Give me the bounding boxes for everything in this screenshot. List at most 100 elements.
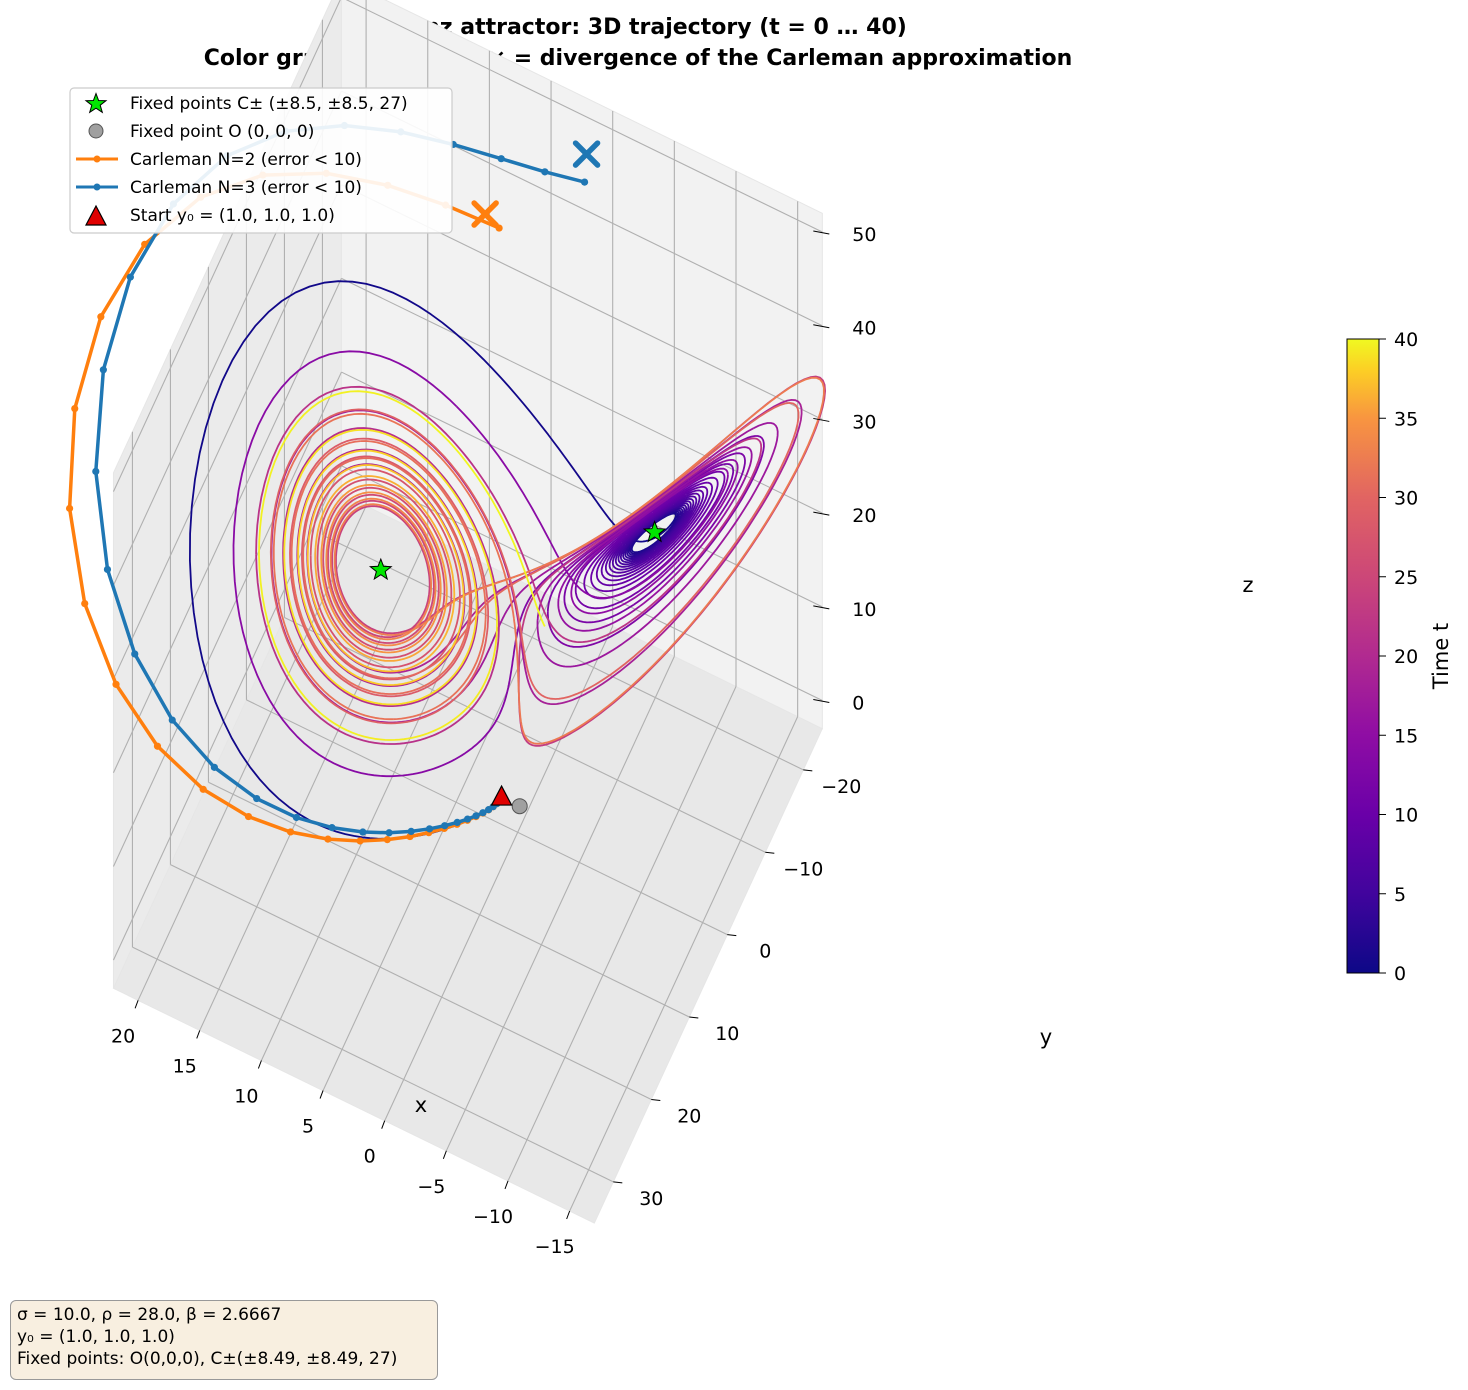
- grid-line: [137, 505, 367, 1001]
- colorbar-ticks: 0 5 10 15 20 25 30 35 40: [1379, 329, 1418, 985]
- z-tick-mark: [813, 511, 830, 516]
- trajectory-segment: [381, 632, 488, 725]
- trajectory-segment: [258, 390, 426, 736]
- trajectory-segment: [283, 428, 453, 661]
- y-tick-label: 10: [715, 1023, 739, 1045]
- origin-point-marker: [511, 798, 528, 815]
- x-tick-mark: [134, 1000, 139, 1009]
- carleman-n3-point: [580, 178, 589, 186]
- trajectory-segment: [570, 570, 623, 615]
- colorbar: [1346, 338, 1380, 974]
- trajectory-segment: [497, 376, 825, 584]
- carleman-n3-point: [453, 818, 461, 827]
- carleman-n3-point: [425, 825, 434, 833]
- trajectory-segment: [600, 493, 687, 574]
- x-tick-mark: [504, 1180, 509, 1190]
- x-tick-mark: [442, 1150, 447, 1159]
- trajectory: [188, 280, 826, 840]
- z-tick-label: 40: [852, 318, 876, 340]
- trajectory-segment: [412, 470, 478, 651]
- trajectory-segment: [522, 401, 800, 580]
- carleman-n3-point: [441, 822, 449, 830]
- z-tick-label: 10: [852, 599, 876, 621]
- trajectory-segment: [557, 468, 708, 600]
- trajectory-segment: [309, 555, 436, 669]
- z-tick-label: 0: [852, 693, 864, 715]
- start-point-triangle-icon: [490, 784, 513, 806]
- colorbar-tick-label: 40: [1394, 329, 1418, 351]
- trajectory-segment: [518, 710, 541, 745]
- trajectory-segment: [302, 490, 422, 680]
- x-tick-label: 15: [173, 1055, 197, 1077]
- legend-label-carleman-n3: Carleman N=3 (error < 10): [130, 178, 362, 198]
- trajectory-segment: [626, 485, 709, 536]
- carleman-n3-point: [92, 467, 100, 476]
- trajectory-segment: [513, 618, 521, 711]
- trajectory-segment: [547, 497, 766, 700]
- carleman-n2-point: [383, 836, 391, 844]
- trajectory-segment: [392, 585, 471, 695]
- carleman-n3-point: [103, 565, 112, 574]
- param-line-1: σ = 10.0, ρ = 28.0, β = 2.6667: [17, 1305, 282, 1325]
- trajectory-segment: [622, 542, 657, 561]
- colorbar-tick-label: 10: [1394, 805, 1418, 827]
- z-tick-label: 30: [852, 411, 876, 433]
- trajectory-segment: [605, 542, 640, 578]
- x-tick-label: 20: [111, 1025, 135, 1047]
- trajectory-segment: [394, 557, 456, 673]
- trajectory-segment: [367, 499, 435, 612]
- y-tick-label: 0: [759, 941, 771, 963]
- x-tick-mark: [566, 1210, 571, 1220]
- carleman-n3-point: [126, 273, 134, 281]
- trajectory-segment: [333, 505, 387, 636]
- carleman-n3-point: [99, 366, 107, 374]
- carleman-n2-point: [356, 837, 364, 845]
- grid-line: [341, 465, 823, 702]
- y-tick-label: 30: [639, 1188, 663, 1210]
- trajectory-segment: [591, 481, 708, 572]
- trajectory-segment: [651, 476, 719, 559]
- trajectory-segment: [649, 495, 698, 559]
- z-tick-mark: [813, 417, 830, 422]
- grid-line: [112, 0, 341, 492]
- trajectory-segment: [335, 505, 425, 565]
- trajectory-segment: [325, 505, 402, 647]
- trajectory-segment: [362, 503, 433, 605]
- colorbar-tick-label: 5: [1394, 884, 1406, 906]
- colorbar-tick-label: 30: [1394, 488, 1418, 510]
- carleman-n2-point: [81, 599, 89, 608]
- trajectory-segment: [638, 489, 705, 570]
- trajectory-segment: [331, 500, 381, 638]
- trajectory-segment: [535, 437, 760, 594]
- z-axis-label: z: [1242, 573, 1253, 597]
- y-tick-mark: [803, 769, 813, 772]
- trajectory-segment: [420, 573, 479, 702]
- legend-blue-dot-icon: [93, 183, 101, 191]
- trajectory-segment: [290, 440, 393, 695]
- trajectory-segment: [401, 529, 437, 645]
- trajectory-segment: [282, 448, 422, 707]
- carleman-n3-point: [253, 794, 261, 803]
- trajectory-segment: [421, 577, 524, 673]
- colorbar-label: Time t: [1429, 623, 1453, 690]
- parameter-box: σ = 10.0, ρ = 28.0, β = 2.6667 y₀ = (1.0…: [10, 1300, 438, 1380]
- carleman-n3-point: [385, 829, 393, 837]
- trajectory-segment: [463, 594, 500, 717]
- trajectory-segment: [329, 497, 419, 596]
- trajectory-segment: [524, 696, 621, 747]
- grid-line: [208, 781, 690, 1018]
- trajectory-segment: [380, 552, 431, 639]
- trajectory-segment: [346, 595, 446, 659]
- z-tick-label: 20: [852, 505, 876, 527]
- trajectory-segment: [188, 280, 538, 815]
- trajectory-segment: [574, 554, 611, 610]
- trajectory-segment: [313, 649, 470, 706]
- trajectory-segment: [309, 468, 454, 556]
- trajectory-segment: [557, 598, 641, 632]
- trajectory-segment: [620, 492, 701, 544]
- trajectory-segment: [367, 413, 515, 619]
- trajectory-segment: [348, 592, 442, 654]
- z-tick-mark: [813, 324, 830, 329]
- trajectory-segment: [611, 511, 695, 574]
- legend-triangle-icon: [85, 204, 107, 226]
